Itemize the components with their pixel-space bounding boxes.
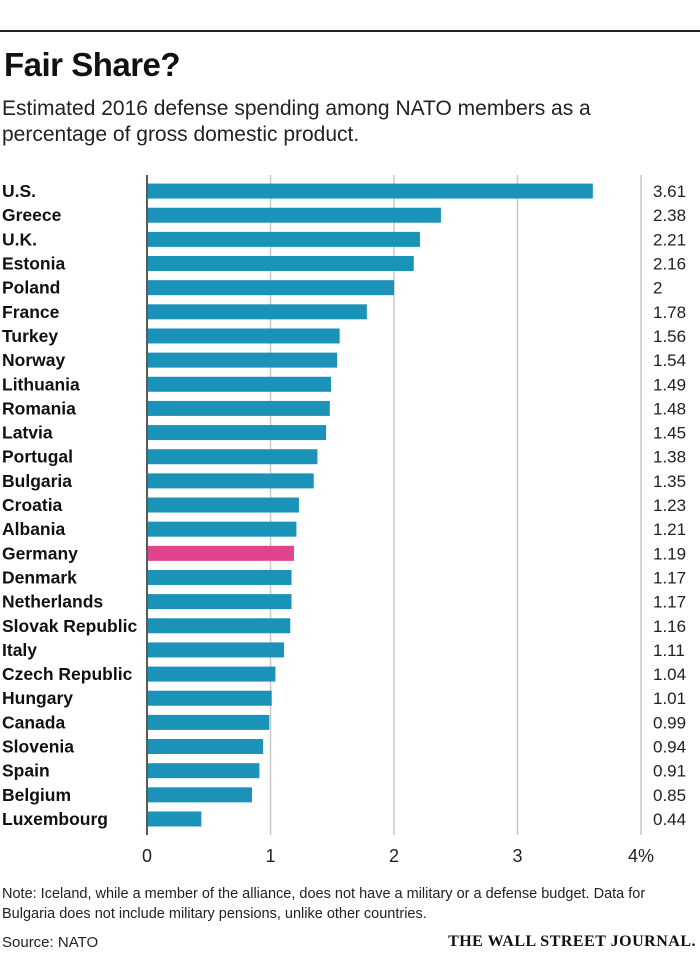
value-label: 1.19 xyxy=(653,544,686,563)
category-label: Slovak Republic xyxy=(2,616,137,636)
bar xyxy=(148,400,330,416)
bar xyxy=(148,425,327,441)
value-label: 0.85 xyxy=(653,786,686,805)
bar xyxy=(148,739,264,755)
value-label: 1.04 xyxy=(653,665,686,684)
bar xyxy=(148,521,297,537)
value-label: 3.61 xyxy=(653,182,686,201)
value-label: 1.54 xyxy=(653,351,686,370)
value-label: 1.56 xyxy=(653,327,686,346)
value-label: 2.38 xyxy=(653,206,686,225)
category-label: Estonia xyxy=(2,254,65,274)
bar xyxy=(148,714,270,730)
bar xyxy=(148,231,420,247)
category-label: France xyxy=(2,302,60,322)
category-label: Czech Republic xyxy=(2,664,133,684)
category-label: Hungary xyxy=(2,688,73,708)
bar xyxy=(148,328,340,344)
bar xyxy=(148,763,260,779)
bar xyxy=(148,545,294,561)
category-label: Romania xyxy=(2,398,76,418)
category-label: Slovenia xyxy=(2,737,74,757)
value-label: 1.21 xyxy=(653,520,686,539)
value-label: 1.49 xyxy=(653,375,686,394)
category-label: Lithuania xyxy=(2,374,80,394)
value-label: 0.94 xyxy=(653,738,686,757)
value-label: 2.21 xyxy=(653,230,686,249)
value-label: 1.45 xyxy=(653,424,686,443)
bar xyxy=(148,473,314,489)
chart-subtitle: Estimated 2016 defense spending among NA… xyxy=(2,97,591,146)
value-label: 1.48 xyxy=(653,399,686,418)
category-label: U.S. xyxy=(2,181,36,201)
bar xyxy=(148,207,441,223)
x-tick-label: 1 xyxy=(265,846,275,866)
value-label: 1.78 xyxy=(653,303,686,322)
category-label: U.K. xyxy=(2,229,37,249)
value-label: 1.38 xyxy=(653,448,686,467)
category-label: Italy xyxy=(2,640,37,660)
value-label: 0.91 xyxy=(653,762,686,781)
bar xyxy=(148,690,272,706)
category-label: Spain xyxy=(2,761,50,781)
chart-title: Fair Share? xyxy=(4,46,181,83)
value-label: 1.17 xyxy=(653,568,686,587)
bar xyxy=(148,449,318,465)
value-label: 1.17 xyxy=(653,593,686,612)
bar xyxy=(148,280,394,296)
bar xyxy=(148,811,202,827)
bar xyxy=(148,787,252,803)
category-label: Denmark xyxy=(2,567,77,587)
bar xyxy=(148,569,292,585)
category-label: Netherlands xyxy=(2,592,103,612)
bar xyxy=(148,594,292,610)
x-tick-label: 4% xyxy=(628,846,654,866)
bar xyxy=(148,352,338,368)
value-label: 0.44 xyxy=(653,810,686,829)
bar xyxy=(148,666,276,682)
bar-chart: U.S. 3.61 Greece 2.38 U.K. 2.21 Estonia 2.16 Pol… xyxy=(2,175,686,866)
bar xyxy=(148,497,299,513)
category-label: Albania xyxy=(2,519,65,539)
category-label: Latvia xyxy=(2,423,53,443)
bar xyxy=(148,183,593,199)
bar xyxy=(148,642,285,658)
category-label: Greece xyxy=(2,205,62,225)
value-label: 0.99 xyxy=(653,713,686,732)
value-label: 2.16 xyxy=(653,255,686,274)
bar xyxy=(148,376,332,392)
bar xyxy=(148,304,367,320)
value-label: 1.35 xyxy=(653,472,686,491)
category-label: Germany xyxy=(2,543,78,563)
value-label: 1.16 xyxy=(653,617,686,636)
chart-note: Note: Iceland, while a member of the all… xyxy=(2,886,646,922)
x-tick-label: 3 xyxy=(512,846,522,866)
category-label: Canada xyxy=(2,712,65,732)
top-rule xyxy=(0,30,700,32)
wsj-logo: THE WALL STREET JOURNAL. xyxy=(448,933,696,950)
source-line: Source: NATO xyxy=(2,934,99,951)
bar xyxy=(148,256,414,272)
category-label: Norway xyxy=(2,350,65,370)
category-label: Belgium xyxy=(2,785,71,805)
value-label: 2 xyxy=(653,279,662,298)
value-label: 1.11 xyxy=(653,641,685,660)
category-label: Bulgaria xyxy=(2,471,72,491)
value-label: 1.23 xyxy=(653,496,686,515)
category-label: Croatia xyxy=(2,495,63,515)
x-tick-label: 2 xyxy=(389,846,399,866)
category-label: Luxembourg xyxy=(2,809,108,829)
category-label: Poland xyxy=(2,278,60,298)
category-label: Portugal xyxy=(2,447,73,467)
bar xyxy=(148,618,291,634)
x-tick-label: 0 xyxy=(142,846,152,866)
category-label: Turkey xyxy=(2,326,58,346)
value-label: 1.01 xyxy=(653,689,686,708)
